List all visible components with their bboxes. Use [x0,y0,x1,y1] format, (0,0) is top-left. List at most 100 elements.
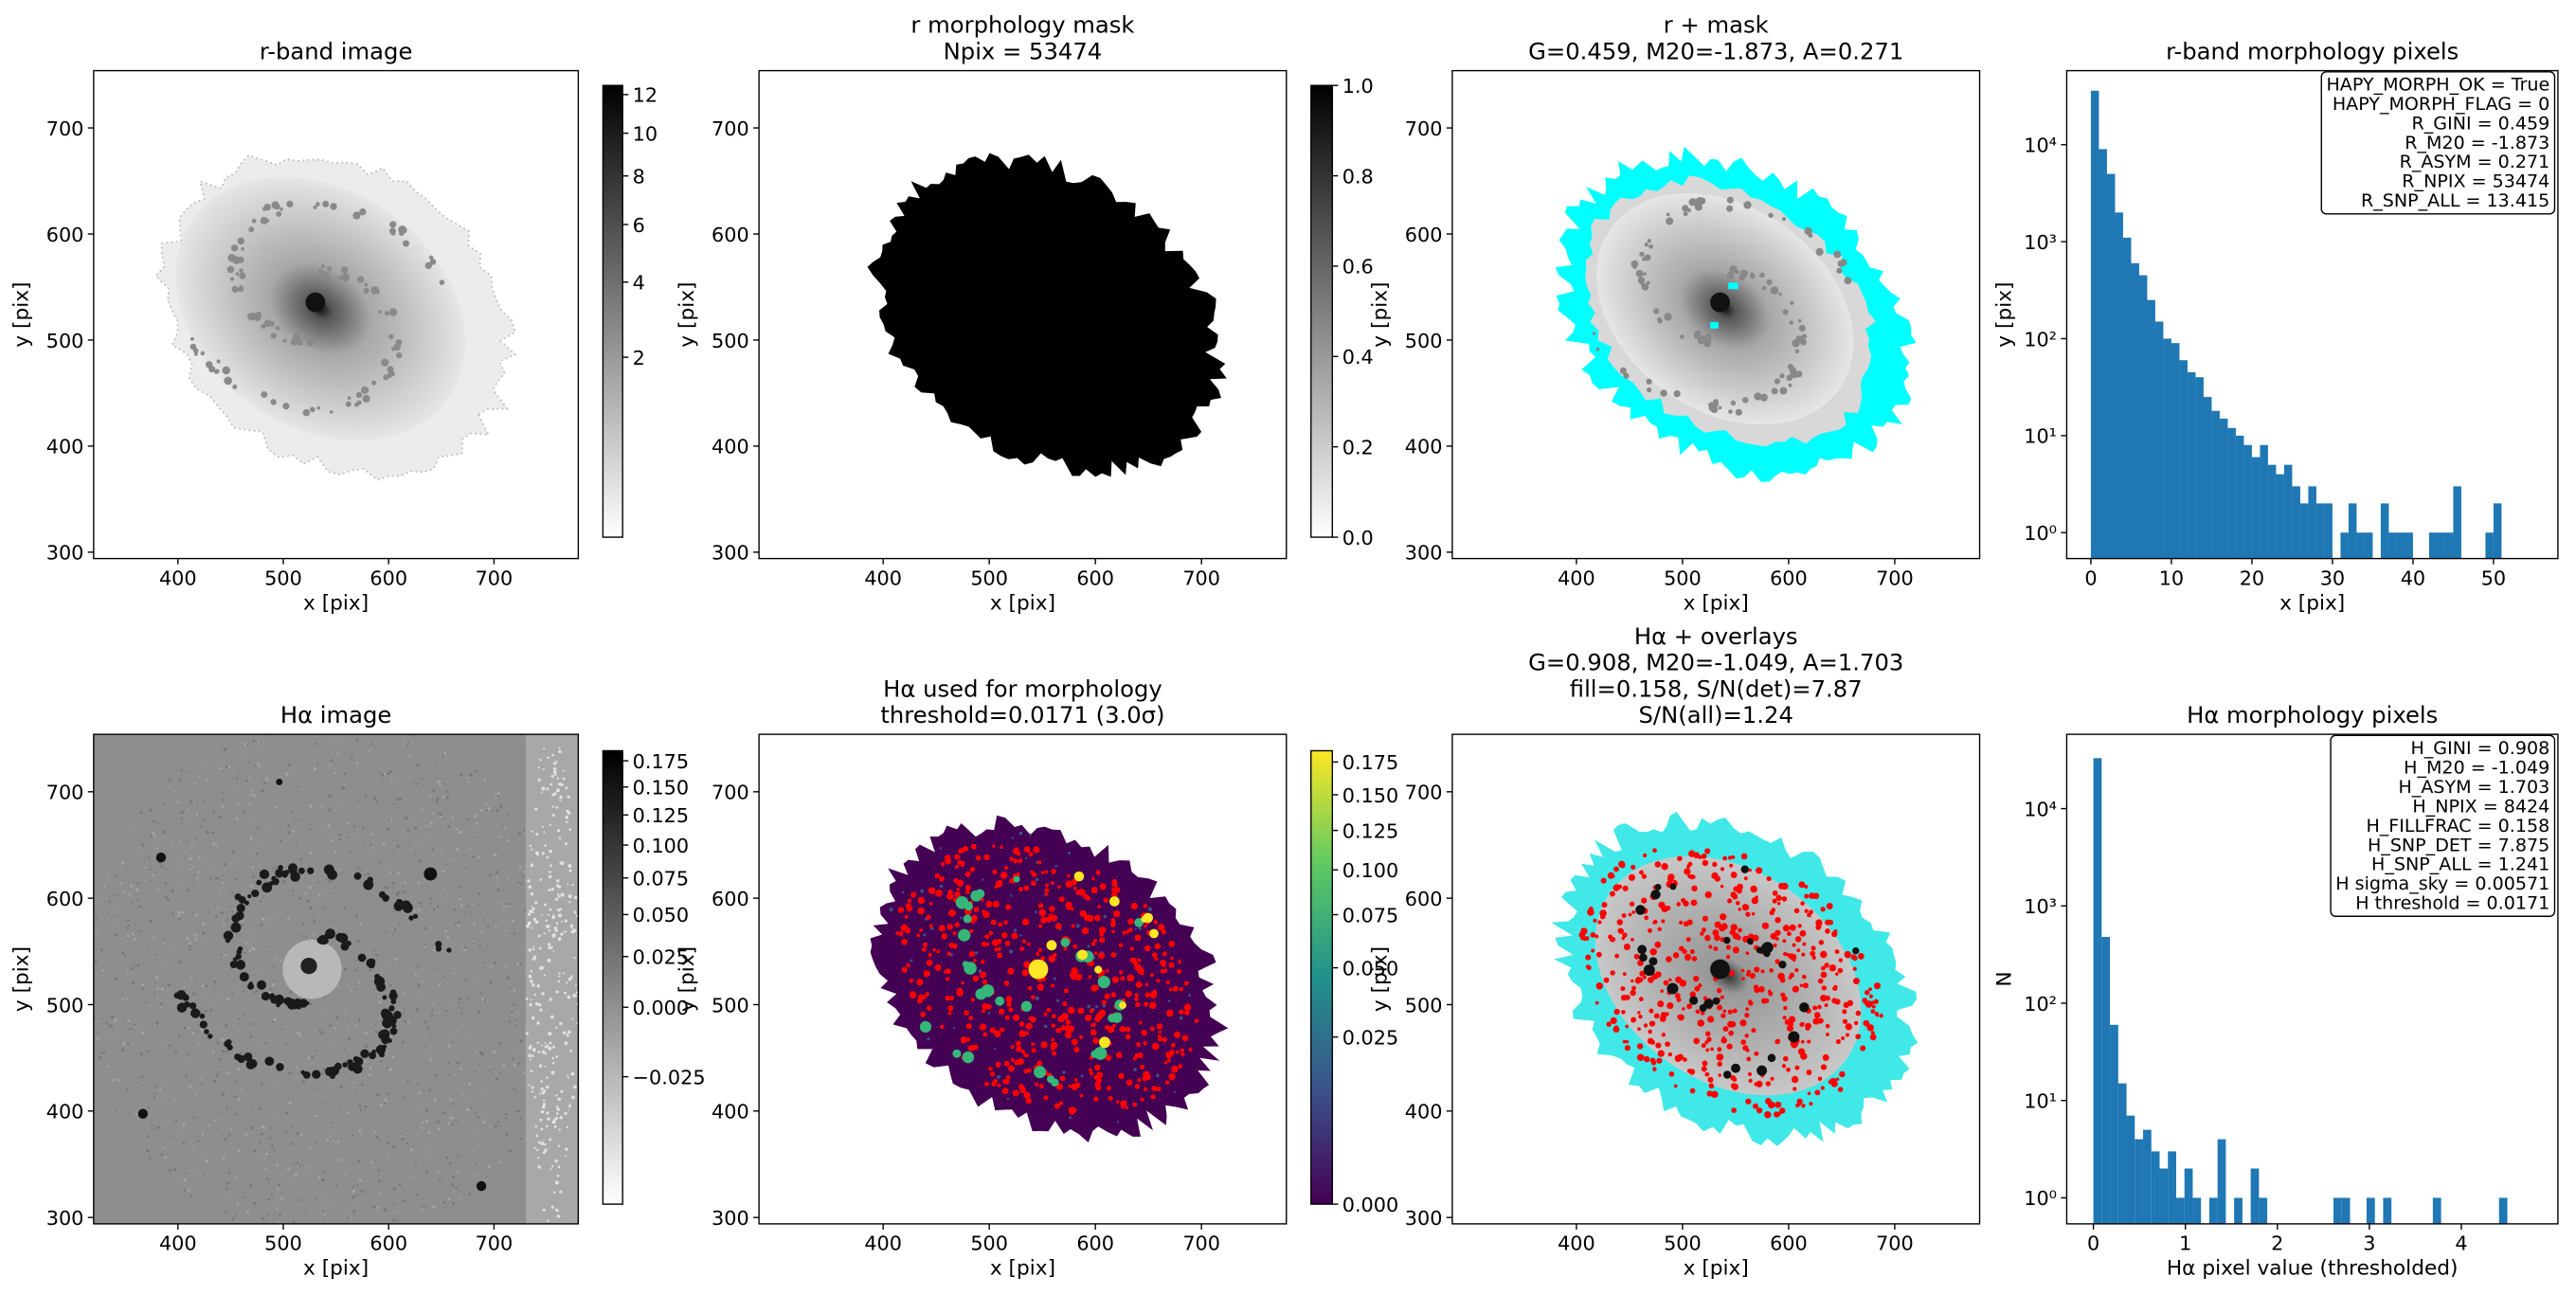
image-texture [314,767,317,771]
image-texture [393,928,396,931]
image-texture [533,993,536,997]
image-texture [114,908,117,910]
image-texture [1624,1045,1630,1052]
image-texture [1808,233,1813,239]
image-texture [295,1076,297,1079]
image-texture [1141,1030,1147,1036]
image-texture [1667,1052,1673,1057]
image-texture [1708,402,1715,408]
y-tick-label: 10⁰ [2024,522,2057,545]
image-texture [330,738,333,741]
image-texture [102,1052,106,1054]
image-texture [395,351,403,359]
image-texture [270,333,277,339]
annotation-line: R_SNP_ALL = 13.415 [2361,190,2549,211]
image-texture [1701,1043,1706,1049]
image-texture [213,985,216,988]
image-texture [191,1032,195,1034]
image-texture [1660,989,1664,993]
image-texture [1040,956,1046,962]
image-texture [528,1053,531,1058]
image-texture [273,958,276,961]
image-texture [435,1188,438,1190]
image-texture [495,796,497,799]
image-texture [1032,872,1037,877]
image-texture [226,1071,230,1075]
image-texture [1837,967,1844,974]
image-texture [448,1116,452,1120]
image-texture [572,1085,577,1089]
image-texture [221,1038,225,1042]
image-texture [362,1237,364,1239]
image-texture [1643,272,1648,276]
image-texture [551,775,554,778]
image-texture [559,1021,563,1026]
image-texture [1783,951,1788,957]
image-texture [1681,897,1686,904]
image-texture [964,1010,969,1016]
bar [2163,338,2171,559]
image-texture [195,876,198,879]
image-texture [1641,283,1649,291]
image-texture [237,1017,241,1020]
image-texture [85,976,88,979]
image-texture [540,791,543,794]
image-texture [1702,1060,1708,1067]
image-texture [164,836,167,838]
image-texture [397,890,401,894]
image-texture [996,938,1002,944]
image-texture [567,1030,571,1034]
image-texture [1745,911,1751,917]
image-texture [1013,858,1018,864]
image-texture [135,1025,137,1028]
image-texture [975,889,985,899]
image-texture [351,1186,355,1189]
image-texture [504,929,507,932]
image-texture [1090,887,1098,894]
image-texture [1134,963,1143,972]
image-texture [454,922,457,925]
image-texture [279,839,282,842]
image-texture [497,836,500,838]
image-texture [464,911,467,914]
image-texture [234,1013,237,1015]
image-texture [447,1044,451,1048]
image-texture [525,998,529,1000]
image-texture [1046,1007,1052,1013]
image-texture [461,1023,464,1026]
image-texture [530,1070,533,1072]
image-texture [212,810,215,814]
image-texture [1590,931,1596,938]
image-texture [1727,855,1732,860]
image-texture [202,923,206,926]
image-texture [251,865,255,869]
image-texture [381,971,384,974]
image-texture [1717,1047,1722,1052]
image-texture [1024,856,1028,860]
image-texture [332,880,333,882]
image-texture [1720,1013,1726,1018]
image-texture [425,1119,429,1123]
image-texture [152,832,155,836]
image-texture [230,1142,233,1144]
image-texture [1745,1098,1752,1105]
image-texture [315,202,320,207]
image-texture [421,1206,423,1209]
image-texture [522,830,526,833]
image-texture [162,1147,165,1150]
image-texture [155,847,159,850]
image-texture [352,1055,359,1062]
image-texture [222,924,225,926]
image-texture [517,881,520,884]
image-texture [1844,950,1852,959]
image-texture [1649,1057,1656,1064]
image-texture [1798,324,1806,333]
image-texture [568,869,572,872]
image-texture [1728,1030,1735,1036]
x-tick-label: 1 [2179,1232,2191,1255]
image-texture [249,1022,253,1026]
image-texture [225,369,230,374]
image-texture [386,827,388,831]
image-texture [1666,956,1672,962]
image-texture [378,310,383,314]
